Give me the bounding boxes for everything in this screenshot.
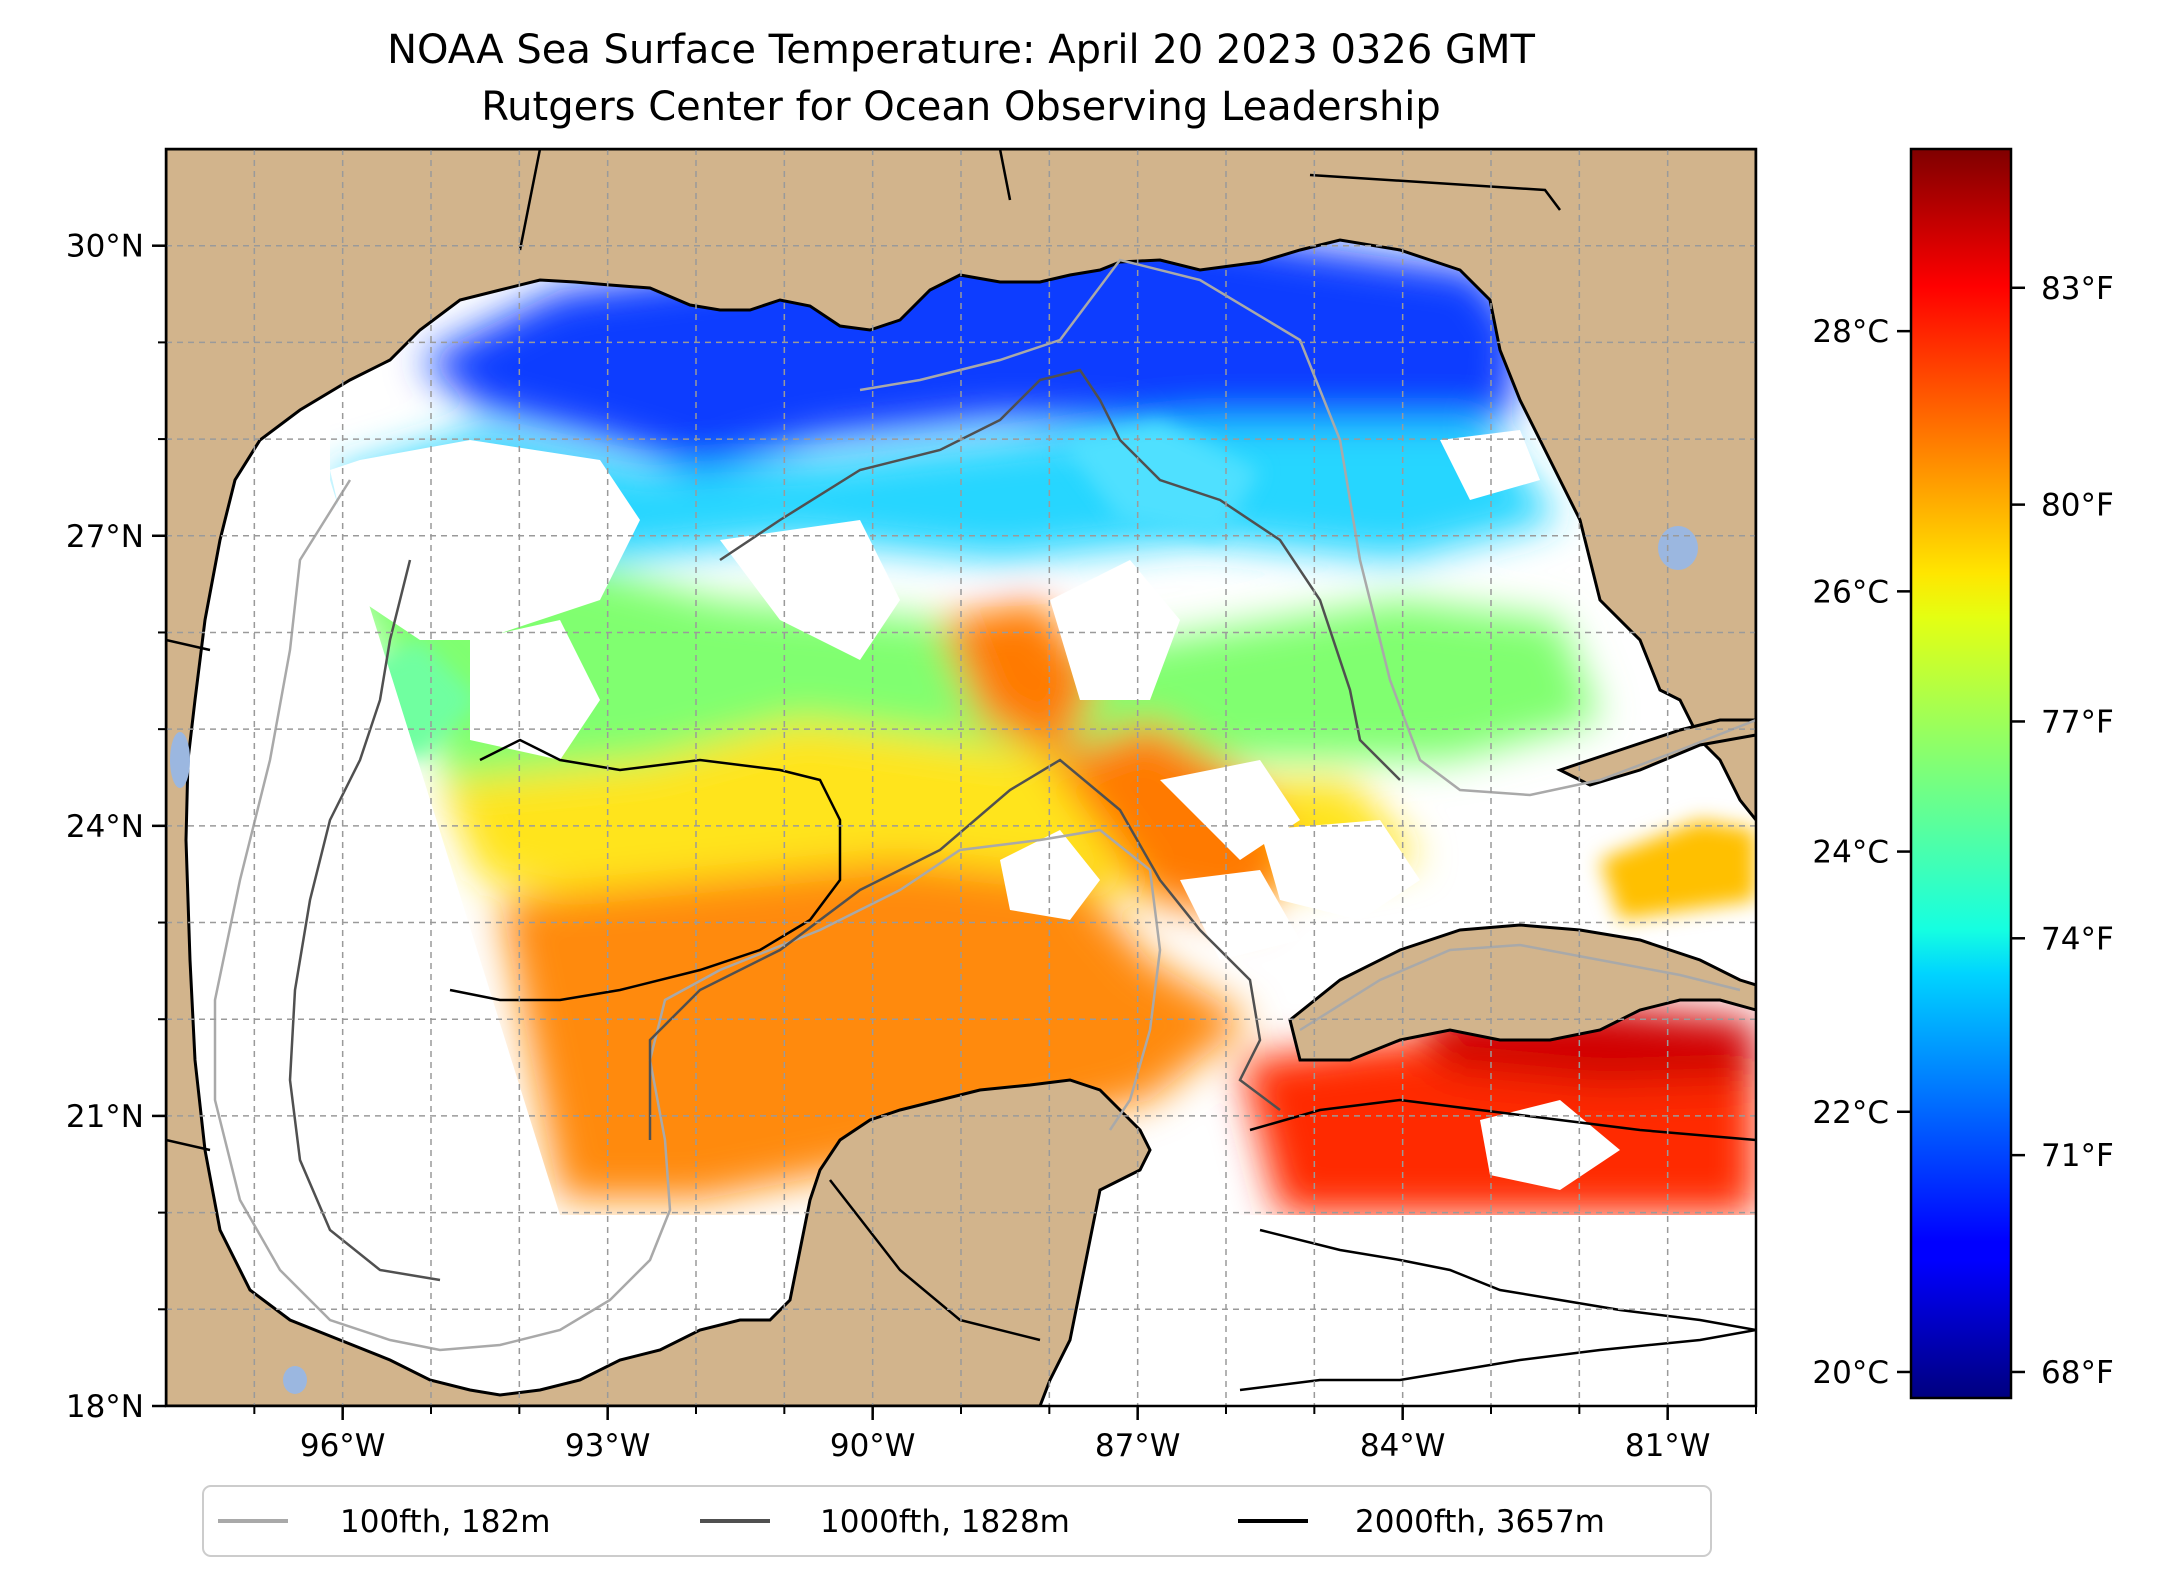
lon-tick-label: 84°W	[1360, 1428, 1446, 1464]
lon-tick-label: 96°W	[300, 1428, 386, 1464]
lat-tick-label: 21°N	[66, 1099, 144, 1135]
gridlines	[166, 149, 1756, 1406]
map-axis-ticks: 30°N 27°N 24°N 21°N 18°N 96°W 93°W 90°W 87°W 84°W…	[66, 229, 1757, 1464]
colorbar-gradient	[1909, 147, 2013, 1400]
lat-tick-label: 27°N	[66, 519, 144, 555]
cuba	[1288, 923, 1756, 1062]
fahrenheit-tick-label: 71°F	[2041, 1138, 2114, 1174]
celsius-tick-label: 20°C	[1812, 1355, 1889, 1391]
lat-tick-label: 24°N	[66, 809, 144, 845]
colorbar: 28°C 26°C 24°C 22°C 20°C 83°F 80°F 77°F 74°F 71°F…	[1812, 147, 2114, 1400]
title-line-2: Rutgers Center for Ocean Observing Leade…	[481, 84, 1441, 130]
celsius-tick-label: 26°C	[1812, 574, 1889, 610]
celsius-tick-label: 22°C	[1812, 1095, 1889, 1131]
lon-tick-label: 87°W	[1095, 1428, 1181, 1464]
map-panel	[166, 149, 1756, 1406]
contour-2000fth	[449, 738, 1756, 1392]
celsius-tick-label: 28°C	[1812, 314, 1889, 350]
florida-keys	[1556, 718, 1756, 787]
legend-label-1000fth: 1000fth, 1828m	[820, 1504, 1070, 1540]
lat-tick-label: 30°N	[66, 229, 144, 265]
title-line-1: NOAA Sea Surface Temperature: April 20 2…	[387, 27, 1535, 73]
fahrenheit-tick-label: 83°F	[2041, 271, 2114, 307]
fahrenheit-tick-label: 74°F	[2041, 921, 2114, 957]
celsius-tick-label: 24°C	[1812, 835, 1889, 871]
lon-tick-label: 81°W	[1625, 1428, 1711, 1464]
legend-label-100fth: 100fth, 182m	[340, 1504, 550, 1540]
lat-tick-label: 18°N	[66, 1389, 144, 1425]
lon-tick-label: 93°W	[565, 1428, 651, 1464]
fahrenheit-tick-label: 68°F	[2041, 1355, 2114, 1391]
contour-1000fth	[288, 368, 1401, 1282]
fahrenheit-tick-label: 80°F	[2041, 488, 2114, 524]
contour-100fth	[213, 258, 1756, 1352]
borders	[166, 149, 1561, 1342]
lon-tick-label: 90°W	[830, 1428, 916, 1464]
colorbar-ticks: 28°C 26°C 24°C 22°C 20°C 83°F 80°F 77°F 74°F 71°F…	[1812, 271, 2113, 1391]
legend-box	[202, 1485, 1712, 1557]
fahrenheit-tick-label: 77°F	[2041, 704, 2114, 740]
legend: 100fth, 182m 1000fth, 1828m 2000fth, 365…	[202, 1485, 1712, 1557]
legend-label-2000fth: 2000fth, 3657m	[1355, 1504, 1605, 1540]
